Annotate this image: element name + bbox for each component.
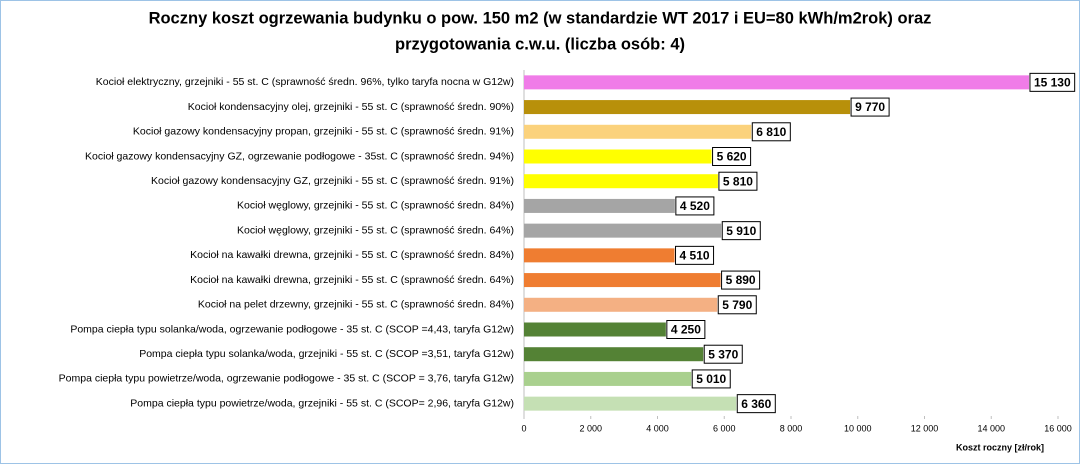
value-label: 5 370 (708, 347, 738, 361)
bar (524, 396, 737, 411)
bar (524, 273, 721, 288)
y-tick-label: Kocioł gazowy kondensacyjny propan, grze… (133, 126, 514, 138)
value-label: 5 790 (722, 298, 752, 312)
x-axis-label: Koszt roczny [zł/rok] (956, 442, 1044, 452)
y-tick-label: Kocioł gazowy kondensacyjny GZ, grzejnik… (151, 175, 514, 187)
bar (524, 248, 675, 263)
y-tick-label: Kocioł na kawałki drewna, grzejniki - 55… (190, 249, 514, 261)
y-tick-label: Kocioł na pelet drzewny, grzejniki - 55 … (198, 299, 514, 311)
y-tick-label: Kocioł węglowy, grzejniki - 55 st. C (sp… (237, 224, 514, 236)
x-tick-label: 0 (521, 423, 526, 433)
x-tick-label: 6 000 (713, 423, 736, 433)
value-label-box (751, 122, 791, 142)
value-label-box (1029, 72, 1076, 92)
value-label-box (736, 394, 776, 414)
x-tick-label: 2 000 (579, 423, 602, 433)
value-label: 6 360 (741, 397, 771, 411)
value-label-box (850, 97, 890, 117)
value-label-box (712, 147, 752, 166)
x-tick-label: 16 000 (1044, 423, 1072, 433)
value-label: 5 810 (723, 174, 753, 188)
bar (524, 347, 704, 362)
bar (524, 124, 752, 139)
bar (524, 297, 718, 312)
bar (524, 371, 692, 386)
value-label: 5 010 (696, 372, 726, 386)
bar (524, 149, 712, 164)
y-tick-label: Pompa ciepła typu solanka/woda, ogrzewan… (70, 323, 514, 335)
x-tick-label: 14 000 (977, 423, 1005, 433)
x-tick-label: 4 000 (646, 423, 669, 433)
y-tick-label: Pompa ciepła typu powietrze/woda, ogrzew… (59, 373, 514, 385)
value-label: 15 130 (1034, 76, 1071, 90)
value-label-box (703, 344, 743, 364)
chart-title: przygotowania c.w.u. (liczba osób: 4) (395, 35, 685, 53)
bar (524, 174, 718, 189)
value-label: 4 250 (671, 323, 701, 337)
x-tick-label: 10 000 (844, 423, 872, 433)
value-label: 4 510 (680, 249, 710, 263)
x-tick-label: 12 000 (911, 423, 939, 433)
y-tick-label: Kocioł kondensacyjny olej, grzejniki - 5… (188, 101, 514, 113)
chart-title: Roczny koszt ogrzewania budynku o pow. 1… (149, 9, 932, 27)
bar (524, 322, 666, 337)
bar (524, 223, 722, 238)
value-label-box (691, 369, 731, 389)
value-label-box (718, 171, 758, 191)
value-label: 5 890 (726, 273, 756, 287)
value-label-box (721, 221, 761, 241)
value-label-box (666, 320, 706, 339)
value-label-box (675, 196, 715, 216)
value-label: 6 810 (756, 125, 786, 139)
value-label: 4 520 (680, 199, 710, 213)
y-tick-label: Pompa ciepła typu powietrze/woda, grzejn… (130, 397, 514, 409)
bar (524, 100, 851, 115)
value-label-box (721, 270, 761, 290)
y-tick-label: Kocioł węglowy, grzejniki - 55 st. C (sp… (237, 200, 514, 212)
value-label: 9 770 (855, 100, 885, 114)
bar (524, 198, 675, 213)
value-label-box (717, 295, 757, 315)
y-tick-label: Kocioł elektryczny, grzejniki - 55 st. C… (96, 76, 514, 88)
value-label-box (675, 245, 715, 265)
bar (524, 75, 1029, 90)
y-tick-label: Kocioł na kawałki drewna, grzejniki - 55… (190, 274, 514, 286)
y-tick-label: Kocioł gazowy kondensacyjny GZ, ogrzewan… (85, 150, 514, 162)
x-tick-label: 8 000 (780, 423, 803, 433)
value-label: 5 910 (726, 224, 756, 238)
y-tick-label: Pompa ciepła typu solanka/woda, grzejnik… (139, 348, 514, 360)
value-label: 5 620 (717, 150, 747, 164)
